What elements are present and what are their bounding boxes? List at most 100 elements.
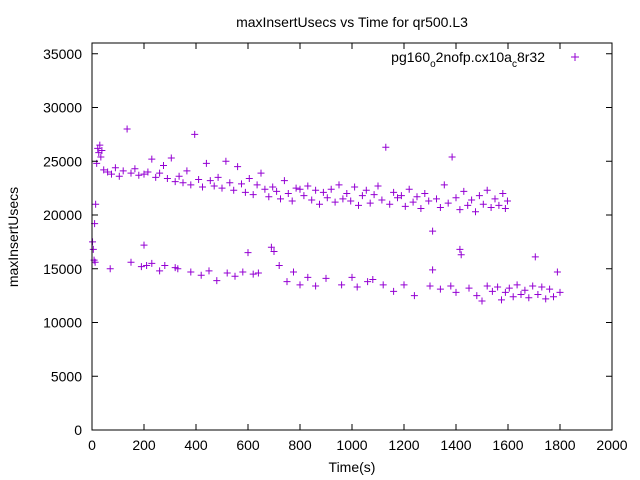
data-point: [347, 197, 355, 205]
legend-marker-symbol: [571, 53, 579, 61]
data-point: [275, 262, 283, 270]
data-point: [296, 281, 304, 289]
data-point: [123, 125, 131, 133]
data-point: [214, 173, 222, 181]
data-point: [421, 190, 429, 197]
data-point: [503, 197, 511, 205]
x-axis: 0 200 400 600 800 1000 1200 1400 1600 1800 2000: [88, 43, 628, 453]
data-point: [335, 181, 343, 189]
data-point: [197, 271, 205, 279]
x-tick-label: 1400: [440, 437, 471, 453]
data-point: [417, 205, 425, 213]
data-point: [339, 195, 347, 203]
data-point: [479, 200, 487, 208]
data-point: [397, 192, 405, 200]
data-point: [156, 267, 164, 275]
data-point: [369, 276, 377, 283]
legend-label-subscript: o: [430, 59, 436, 70]
data-point: [273, 187, 281, 195]
data-point: [351, 183, 359, 191]
data-point: [410, 292, 418, 300]
data-point: [89, 245, 97, 253]
data-point: [353, 283, 361, 291]
data-point: [425, 197, 433, 205]
data-point: [277, 195, 284, 203]
x-axis-label: Time(s): [329, 459, 376, 475]
x-tick-label: 200: [132, 437, 156, 453]
data-point: [187, 268, 195, 276]
legend: pg160o2nofp.cx10ac8r32: [391, 49, 579, 70]
data-point: [140, 241, 148, 249]
data-point: [160, 162, 167, 170]
data-point: [366, 199, 374, 207]
data-point: [115, 172, 123, 180]
data-point: [323, 194, 331, 202]
data-point: [327, 185, 335, 193]
legend-label-part: pg160: [391, 49, 430, 65]
data-point: [223, 269, 231, 277]
data-point: [244, 249, 252, 257]
data-point: [312, 282, 320, 290]
legend-label-part: 8r32: [517, 49, 545, 65]
data-point: [245, 174, 253, 182]
data-point: [249, 270, 257, 278]
data-point: [509, 293, 517, 301]
data-point: [534, 291, 542, 299]
data-point: [210, 182, 218, 190]
data-point: [456, 245, 464, 253]
data-point: [447, 282, 455, 290]
data-point: [429, 227, 437, 235]
data-point: [187, 181, 195, 189]
data-point: [400, 281, 408, 289]
data-point: [131, 165, 139, 173]
data-point: [89, 238, 97, 246]
data-point: [382, 143, 390, 151]
data-point: [191, 130, 199, 138]
data-point: [374, 182, 382, 190]
data-point: [296, 185, 304, 193]
data-point: [222, 157, 230, 165]
y-tick-label: 25000: [43, 153, 82, 169]
data-point: [226, 179, 234, 187]
y-axis-label: maxInsertUsecs: [5, 187, 21, 287]
data-point: [280, 177, 288, 185]
data-point: [283, 278, 291, 286]
data-point: [100, 166, 108, 174]
data-point: [542, 295, 550, 303]
data-point: [517, 291, 525, 299]
data-point: [452, 194, 460, 202]
data-point: [409, 198, 417, 206]
data-point: [292, 184, 300, 192]
data-point: [494, 283, 502, 291]
data-point: [401, 202, 409, 210]
data-point: [513, 281, 521, 289]
data-point: [231, 272, 239, 280]
data-point: [505, 284, 513, 292]
data-point: [127, 258, 135, 266]
data-point: [167, 154, 175, 162]
data-point: [472, 208, 479, 216]
x-tick-label: 2000: [596, 437, 627, 453]
data-point: [234, 163, 242, 171]
data-point: [111, 164, 119, 172]
data-point: [456, 206, 464, 214]
data-point: [531, 253, 539, 261]
data-point: [440, 181, 448, 189]
data-point: [218, 184, 226, 192]
data-point: [413, 193, 421, 201]
data-point: [265, 193, 273, 201]
data-point: [316, 200, 323, 208]
data-point: [104, 168, 112, 176]
y-tick-label: 5000: [51, 368, 82, 384]
data-point: [538, 283, 546, 291]
data-point: [498, 296, 505, 304]
data-point: [379, 281, 387, 289]
data-point: [239, 268, 247, 276]
y-tick-label: 30000: [43, 100, 82, 116]
data-point: [206, 177, 214, 185]
data-point: [358, 192, 366, 200]
data-point: [108, 170, 115, 178]
data-point: [364, 278, 372, 286]
data-point: [195, 176, 203, 184]
